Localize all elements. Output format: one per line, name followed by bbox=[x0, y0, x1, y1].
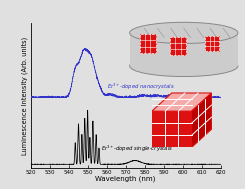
Y-axis label: Luminescence Intensity (Arb. units): Luminescence Intensity (Arb. units) bbox=[21, 36, 28, 155]
Bar bbox=[170, 37, 186, 55]
Polygon shape bbox=[152, 111, 192, 147]
Bar bbox=[140, 34, 156, 53]
Bar bbox=[205, 36, 219, 51]
Text: Er$^{3+}$-doped single-crystals: Er$^{3+}$-doped single-crystals bbox=[101, 144, 173, 154]
Bar bbox=[170, 37, 186, 55]
Polygon shape bbox=[152, 93, 211, 111]
Polygon shape bbox=[192, 93, 211, 147]
Bar bbox=[205, 36, 219, 51]
Ellipse shape bbox=[130, 55, 238, 77]
X-axis label: Wavelength (nm): Wavelength (nm) bbox=[95, 176, 156, 183]
Text: Er$^{3+}$-doped nanocrystals: Er$^{3+}$-doped nanocrystals bbox=[107, 82, 174, 92]
Polygon shape bbox=[130, 33, 238, 66]
Ellipse shape bbox=[130, 22, 238, 43]
Bar bbox=[140, 34, 156, 53]
